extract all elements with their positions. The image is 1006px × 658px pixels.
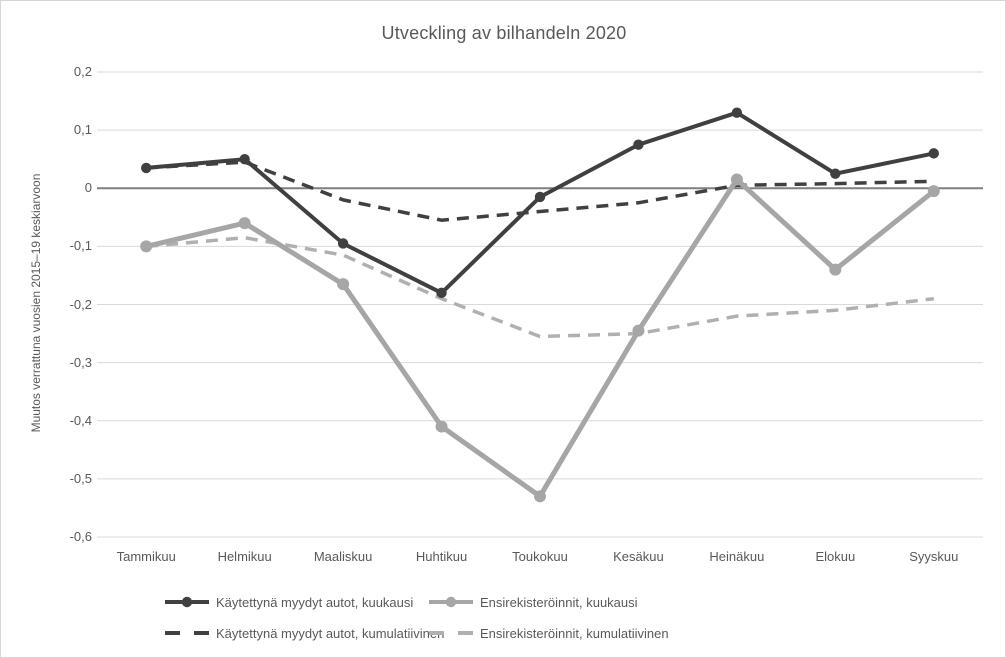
data-point-marker	[632, 324, 645, 337]
y-tick-label: -0,2	[69, 296, 92, 312]
data-point-marker	[337, 278, 350, 291]
legend-item: Käytettynä myydyt autot, kumulatiivinen	[164, 625, 444, 641]
x-tick-label: Tammikuu	[116, 549, 176, 564]
legend-item: Käytettynä myydyt autot, kuukausi	[164, 594, 413, 610]
chart-title: Utveckling av bilhandeln 2020	[381, 23, 627, 43]
legend-key-solid-line-marker	[429, 596, 473, 608]
x-tick-label: Heinäkuu	[709, 549, 765, 564]
x-tick-label: Kesäkuu	[613, 549, 664, 564]
data-point-marker	[238, 217, 251, 230]
x-tick-label: Maaliskuu	[313, 549, 373, 564]
series-line-1	[144, 110, 936, 295]
legend-key-dashed-line	[165, 631, 209, 635]
y-tick-label: -0,6	[69, 529, 92, 544]
y-tick-label: 0	[84, 180, 92, 196]
y-tick-label: -0,3	[69, 354, 92, 370]
data-point-marker	[731, 107, 743, 118]
x-tick-label: Syyskuu	[909, 549, 959, 564]
series-line-4	[146, 235, 935, 339]
y-tick-label: 0,1	[73, 122, 92, 138]
data-point-marker	[928, 148, 939, 159]
y-tick-label: -0,5	[69, 470, 92, 486]
data-point-marker	[239, 153, 250, 165]
legend-label: Käytettynä myydyt autot, kuukausi	[216, 594, 414, 610]
data-point-marker	[436, 287, 447, 299]
legend-label: Ensirekisteröinnit, kuukausi	[480, 594, 638, 610]
y-tick-label: -0,1	[69, 238, 92, 254]
data-point-marker	[337, 238, 349, 249]
x-tick-label: Toukokuu	[512, 549, 568, 564]
legend-label: Käytettynä myydyt autot, kumulatiivinen	[216, 625, 445, 641]
series-line-3	[146, 160, 934, 222]
legend-key-dashed-line	[429, 631, 473, 635]
data-point-marker	[830, 168, 841, 179]
data-point-marker	[141, 162, 152, 174]
x-tick-label: Elokuu	[815, 549, 856, 564]
data-point-marker	[829, 263, 842, 276]
y-tick-label: 0,2	[73, 64, 92, 79]
legend-label: Ensirekisteröinnit, kumulatiivinen	[480, 625, 669, 641]
legend-item: Ensirekisteröinnit, kumulatiivinen	[428, 625, 669, 641]
data-point-marker	[534, 490, 546, 503]
data-point-marker	[927, 185, 940, 198]
legend-item: Ensirekisteröinnit, kuukausi	[428, 594, 638, 610]
data-point-marker	[633, 139, 644, 150]
data-point-marker	[435, 420, 448, 433]
legend-key-solid-line-marker	[165, 596, 209, 608]
x-tick-label: Helmikuu	[217, 549, 272, 564]
data-point-marker	[140, 240, 153, 253]
data-point-marker	[730, 173, 743, 186]
y-tick-label: -0,4	[69, 412, 92, 428]
x-tick-label: Huhtikuu	[415, 549, 468, 564]
data-point-marker	[534, 191, 546, 203]
